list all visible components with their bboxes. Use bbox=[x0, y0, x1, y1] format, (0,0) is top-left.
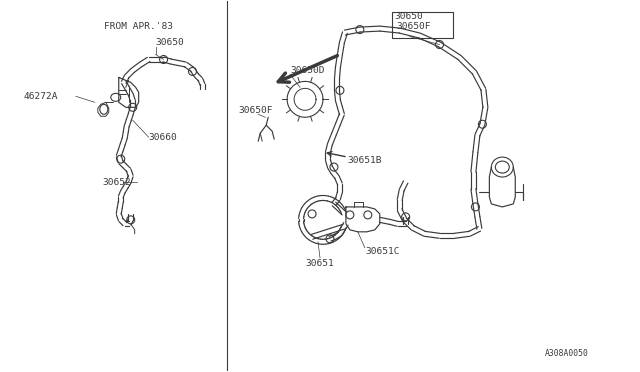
Text: 30660: 30660 bbox=[148, 133, 177, 142]
Text: 46272A: 46272A bbox=[23, 92, 58, 101]
Text: 30650F: 30650F bbox=[397, 22, 431, 31]
Text: 30650D: 30650D bbox=[290, 66, 324, 75]
FancyBboxPatch shape bbox=[392, 12, 454, 38]
Text: 30651B: 30651B bbox=[348, 155, 382, 164]
Text: 30651: 30651 bbox=[306, 259, 334, 268]
Text: 30650: 30650 bbox=[156, 38, 184, 47]
Text: A308A0050: A308A0050 bbox=[545, 349, 589, 358]
Text: 30650F: 30650F bbox=[238, 106, 273, 115]
Text: 30650: 30650 bbox=[395, 12, 424, 21]
Text: 30652: 30652 bbox=[103, 177, 132, 186]
Text: 30651C: 30651C bbox=[366, 247, 401, 256]
Text: FROM APR.'83: FROM APR.'83 bbox=[104, 22, 173, 31]
